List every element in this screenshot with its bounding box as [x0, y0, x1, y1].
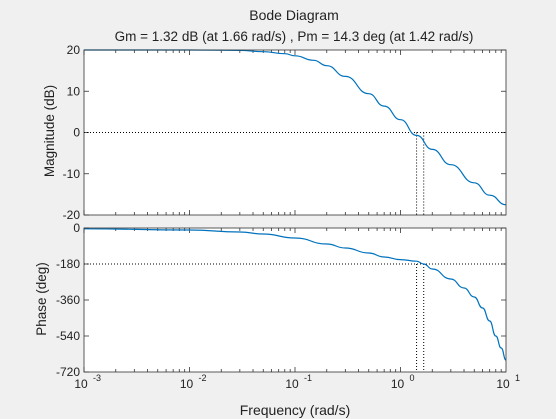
- x-tick-label: 10: [391, 377, 405, 391]
- y-tick-label: 0: [73, 126, 80, 140]
- x-tick-exponent: -3: [93, 373, 101, 383]
- axes-frame: [83, 49, 507, 216]
- y-tick-label: 0: [73, 221, 80, 235]
- x-tick-exponent: -2: [199, 373, 207, 383]
- x-tick-label: 10: [285, 377, 299, 391]
- x-tick-exponent: 1: [515, 373, 520, 383]
- figure-subtitle: Gm = 1.32 dB (at 1.66 rad/s) , Pm = 14.3…: [115, 29, 474, 44]
- figure-title: Bode Diagram: [249, 7, 339, 23]
- x-tick-exponent: -1: [304, 373, 312, 383]
- magnitude-axis-label: Magnitude (dB): [42, 85, 57, 177]
- x-tick-label: 10: [74, 377, 88, 391]
- y-tick-label: -360: [56, 293, 80, 307]
- y-tick-label: -180: [56, 257, 80, 271]
- plot-area: [84, 228, 506, 372]
- response-curve: [83, 228, 507, 361]
- y-tick-label: -720: [56, 365, 80, 379]
- y-tick-label: -10: [63, 167, 81, 181]
- y-tick-label: 10: [67, 84, 81, 98]
- magnitude-axes: 20 10 0 -10 -20: [63, 43, 507, 222]
- axes-frame: [83, 227, 507, 373]
- phase-axis-label: Phase (deg): [34, 262, 49, 336]
- y-tick-label: -540: [56, 329, 80, 343]
- y-tick-label: 20: [67, 43, 81, 57]
- y-tick-label: -20: [63, 208, 81, 222]
- x-tick-label: 10: [496, 377, 510, 391]
- x-tick-exponent: 0: [410, 373, 415, 383]
- frequency-axis-label: Frequency (rad/s): [240, 402, 350, 418]
- response-curve: [84, 49, 507, 206]
- x-tick-label: 10: [180, 377, 194, 391]
